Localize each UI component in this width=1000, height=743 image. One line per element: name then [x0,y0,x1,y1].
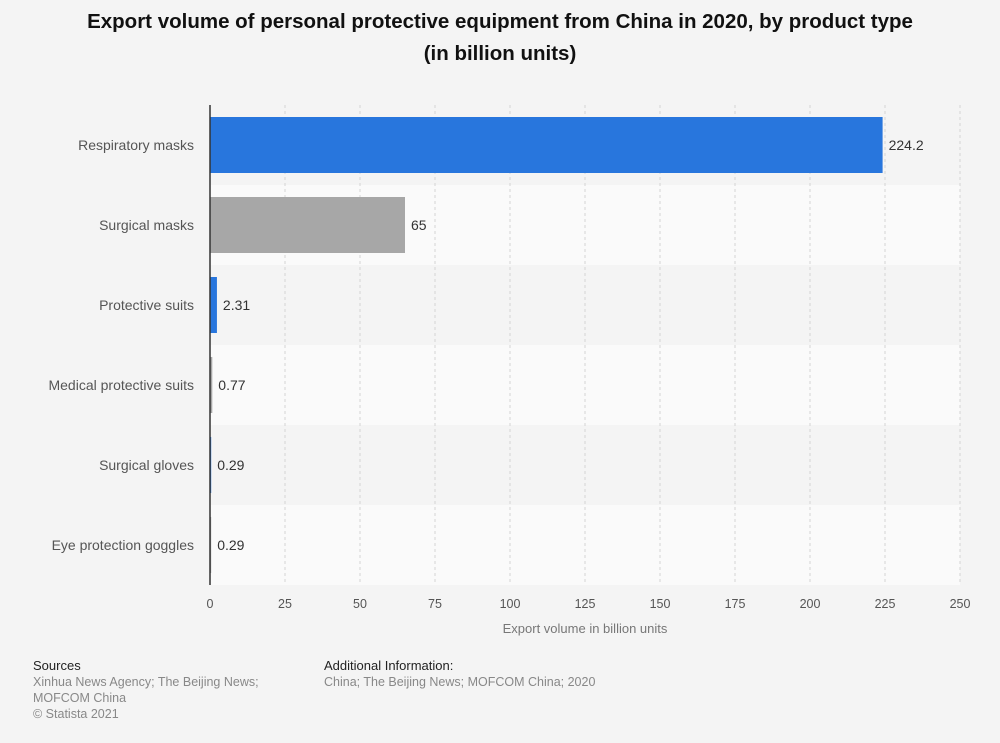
x-tick-label: 150 [650,597,671,611]
x-tick-label: 0 [207,597,214,611]
category-label: Surgical masks [99,217,194,233]
sources-line-2: MOFCOM China [33,691,127,705]
category-label: Eye protection goggles [52,537,194,553]
x-tick-label: 250 [950,597,971,611]
sources-line-1: Xinhua News Agency; The Beijing News; [33,675,259,689]
additional-info-text: China; The Beijing News; MOFCOM China; 2… [324,675,596,689]
x-tick-label: 175 [725,597,746,611]
category-label: Respiratory masks [78,137,194,153]
data-label: 0.77 [218,377,245,393]
bar [210,357,213,413]
x-axis-title: Export volume in billion units [503,621,668,636]
x-tick-label: 50 [353,597,367,611]
chart-title: Export volume of personal protective equ… [40,6,960,70]
bar [210,277,217,333]
copyright-text: © Statista 2021 [33,707,119,721]
additional-info-header: Additional Information: [324,658,454,673]
bar [210,117,883,173]
x-tick-label: 200 [800,597,821,611]
x-tick-label: 25 [278,597,292,611]
bar [210,197,405,253]
data-label: 0.29 [217,537,244,553]
sources-section: Sources Xinhua News Agency; The Beijing … [33,658,259,722]
chart-title-line-1: Export volume of personal protective equ… [87,10,913,33]
x-tick-label: 100 [500,597,521,611]
x-tick-label: 125 [575,597,596,611]
category-label: Protective suits [99,297,194,313]
chart-title-line-2: (in billion units) [423,42,577,65]
sources-header: Sources [33,658,81,673]
category-label: Medical protective suits [48,377,194,393]
category-label: Surgical gloves [99,457,194,473]
x-tick-label: 225 [875,597,896,611]
additional-info-section: Additional Information: China; The Beiji… [324,658,595,690]
data-label: 224.2 [889,137,924,153]
data-label: 2.31 [223,297,250,313]
data-label: 0.29 [217,457,244,473]
data-label: 65 [411,217,427,233]
x-tick-label: 75 [428,597,442,611]
